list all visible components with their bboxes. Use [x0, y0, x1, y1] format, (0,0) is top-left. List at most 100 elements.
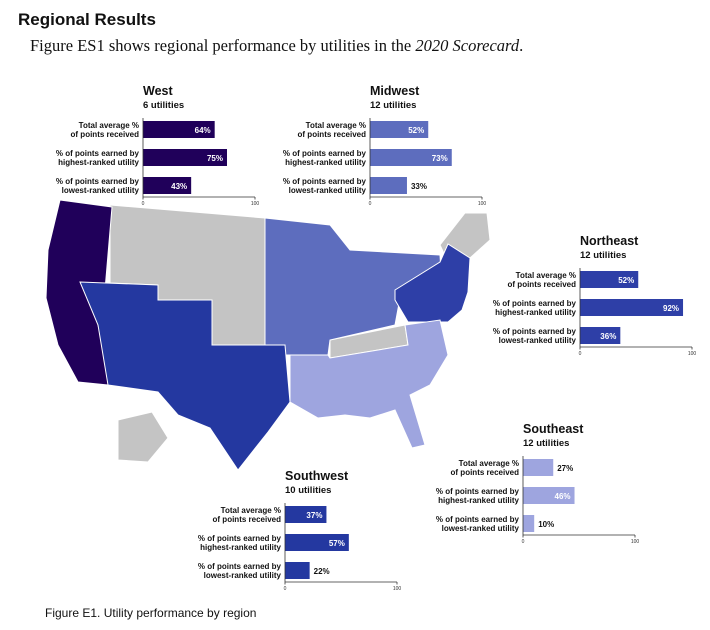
bar	[523, 515, 535, 532]
category-label: lowest-ranked utility	[62, 186, 140, 195]
page-subtitle: Figure ES1 shows regional performance by…	[30, 36, 523, 56]
bar	[370, 149, 452, 166]
region-utility-count: 12 utilities	[580, 250, 626, 261]
map-region-southwest	[79, 281, 291, 471]
x-tick-label: 0	[284, 586, 287, 592]
x-tick-label: 100	[688, 351, 697, 357]
x-tick-label: 0	[579, 351, 582, 357]
category-label: Total average %	[306, 121, 366, 130]
x-tick-label: 100	[251, 201, 260, 207]
category-label: % of points earned by	[493, 327, 577, 336]
region-panel-southeast: Southeast 12 utilities Total average % of p…	[390, 420, 650, 545]
category-label: % of points earned by	[436, 487, 520, 496]
data-label: 75%	[207, 154, 223, 163]
bar	[580, 271, 639, 288]
x-tick-label: 0	[369, 201, 372, 207]
data-label: 73%	[432, 154, 448, 163]
x-tick-label: 100	[631, 539, 640, 545]
bar	[143, 149, 227, 166]
bar	[580, 299, 684, 316]
region-title: Southeast	[523, 422, 584, 436]
category-label: of points received	[451, 468, 520, 477]
subtitle-text: Figure ES1 shows regional performance by…	[30, 36, 416, 55]
region-utility-count: 10 utilities	[285, 485, 331, 496]
category-label: % of points earned by	[56, 177, 140, 186]
bar	[370, 177, 407, 194]
x-tick-label: 100	[478, 201, 487, 207]
category-label: lowest-ranked utility	[204, 571, 282, 580]
category-label: highest-ranked utility	[285, 158, 366, 167]
category-label: lowest-ranked utility	[289, 186, 367, 195]
category-label: of points received	[213, 515, 282, 524]
data-label: 46%	[555, 492, 571, 501]
data-label: 10%	[538, 520, 554, 529]
data-label: 36%	[600, 332, 616, 341]
bar	[523, 487, 575, 504]
category-label: Total average %	[79, 121, 139, 130]
region-chart-southwest: Southwest 10 utilities Total average %of p…	[198, 469, 402, 592]
region-title: West	[143, 84, 173, 98]
category-label: highest-ranked utility	[438, 496, 519, 505]
region-utility-count: 12 utilities	[370, 100, 416, 111]
category-label: lowest-ranked utility	[499, 336, 577, 345]
map-region-northeast	[394, 243, 471, 323]
data-label: 33%	[411, 182, 427, 191]
map-nodata-states	[117, 411, 169, 463]
category-label: % of points earned by	[198, 534, 282, 543]
region-title: Midwest	[370, 84, 420, 98]
page-title: Regional Results	[18, 10, 156, 29]
category-label: of points received	[508, 280, 577, 289]
bar	[285, 562, 310, 579]
category-label: highest-ranked utility	[200, 543, 281, 552]
category-label: of points received	[298, 130, 367, 139]
map-region-southeast	[289, 319, 449, 449]
category-label: % of points earned by	[56, 149, 140, 158]
data-label: 57%	[329, 539, 345, 548]
region-panel-midwest: Midwest 12 utilities Total average % of poi…	[237, 82, 497, 207]
category-label: Total average %	[459, 459, 519, 468]
bar	[580, 327, 621, 344]
region-panel-west: West 6 utilities Total average % of points …	[10, 82, 270, 207]
category-label: % of points earned by	[436, 515, 520, 524]
subtitle-emphasis: 2020 Scorecard	[415, 36, 520, 55]
category-label: highest-ranked utility	[58, 158, 139, 167]
category-label: lowest-ranked utility	[442, 524, 520, 533]
data-label: 43%	[171, 182, 187, 191]
category-label: % of points earned by	[283, 149, 367, 158]
x-tick-label: 0	[522, 539, 525, 545]
data-label: 22%	[314, 567, 330, 576]
category-label: % of points earned by	[493, 299, 577, 308]
region-utility-count: 6 utilities	[143, 100, 184, 111]
data-label: 37%	[306, 511, 322, 520]
category-label: Total average %	[221, 506, 281, 515]
region-title: Northeast	[580, 234, 639, 248]
data-label: 52%	[408, 126, 424, 135]
category-label: % of points earned by	[198, 562, 282, 571]
data-label: 27%	[557, 464, 573, 473]
bar	[370, 121, 429, 138]
subtitle-end: .	[519, 36, 524, 55]
category-label: of points received	[71, 130, 140, 139]
bar	[523, 459, 554, 476]
data-label: 92%	[663, 304, 679, 313]
region-panel-northeast: Northeast 12 utilities Total average % of p…	[447, 232, 707, 357]
bar	[285, 506, 327, 523]
region-panel-southwest: Southwest 10 utilities Total average % of p…	[152, 467, 412, 592]
region-chart-midwest: Midwest 12 utilities Total average %of poi…	[283, 84, 487, 207]
region-chart-northeast: Northeast 12 utilities Total average %of p…	[493, 234, 697, 357]
data-label: 64%	[195, 126, 211, 135]
region-chart-southeast: Southeast 12 utilities Total average %of p…	[436, 422, 640, 545]
bar	[143, 177, 192, 194]
data-label: 52%	[618, 276, 634, 285]
region-title: Southwest	[285, 469, 349, 483]
category-label: Total average %	[516, 271, 576, 280]
bar	[143, 121, 215, 138]
category-label: % of points earned by	[283, 177, 367, 186]
category-label: highest-ranked utility	[495, 308, 576, 317]
region-chart-west: West 6 utilities Total average %of points …	[56, 84, 260, 207]
region-utility-count: 12 utilities	[523, 438, 569, 449]
bar	[285, 534, 349, 551]
x-tick-label: 100	[393, 586, 402, 592]
figure-caption: Figure E1. Utility performance by region	[45, 606, 257, 620]
